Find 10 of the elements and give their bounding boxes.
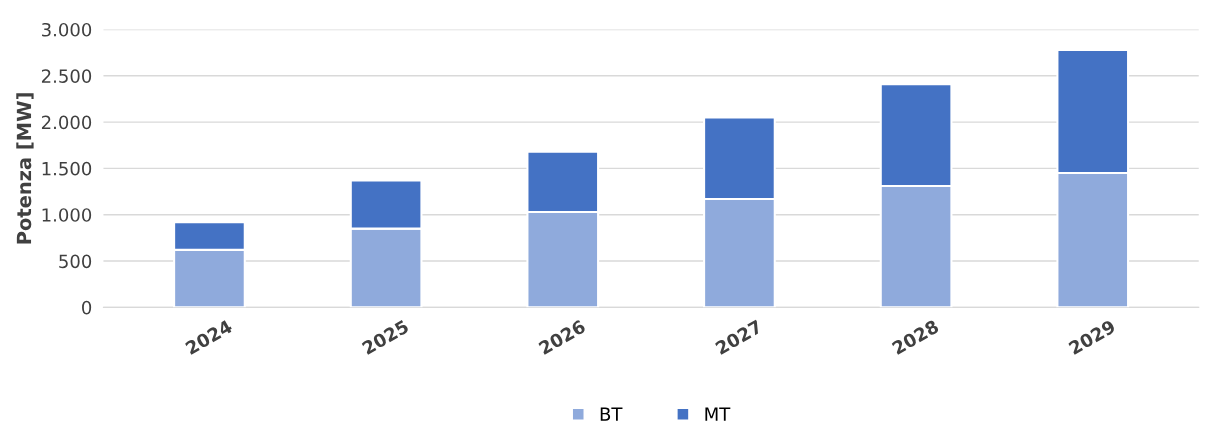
legend-label: MT <box>705 407 731 421</box>
y-axis-title: Potenza [MW] <box>16 93 34 244</box>
y-tick-label: 2.000 <box>41 115 92 130</box>
y-tick-label: 1.000 <box>42 208 92 222</box>
y-tick-label: 3.000 <box>42 22 92 37</box>
y-tick-label: 2.500 <box>41 69 92 83</box>
legend-label: BT <box>600 407 623 421</box>
y-tick-label: 1.500 <box>42 161 92 176</box>
y-tick-label: 0 <box>82 300 92 315</box>
y-tick-label: 500 <box>59 254 92 269</box>
